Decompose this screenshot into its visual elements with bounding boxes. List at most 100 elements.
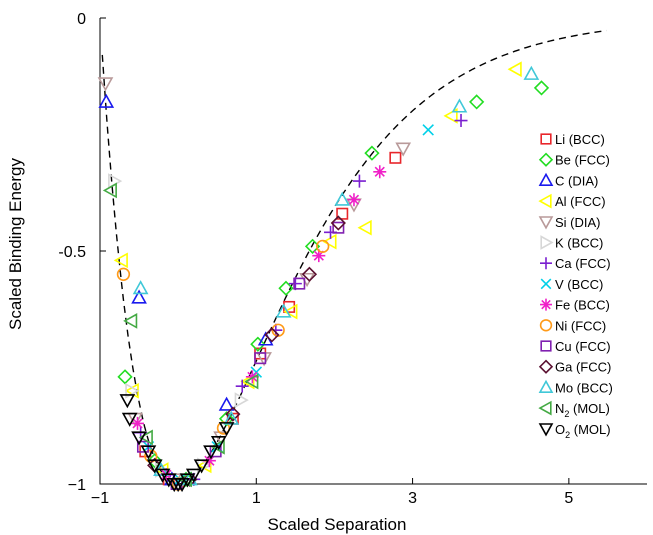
data-point [395, 142, 412, 157]
legend-label: Be (FCC) [555, 153, 610, 168]
legend-item: O2 (MOL) [538, 422, 611, 440]
data-point [454, 114, 468, 128]
series-be-fcc- [117, 80, 550, 487]
data-point [234, 392, 249, 408]
data-point [389, 151, 402, 164]
data-point [97, 77, 114, 92]
data-point [235, 379, 249, 393]
legend-label: V (BCC) [555, 277, 603, 292]
data-point [275, 303, 292, 318]
legend-label: Ni (FCC) [555, 318, 606, 333]
fit-curve [101, 29, 607, 485]
legend-item: C (DIA) [538, 172, 598, 188]
legend-label: Ga (FCC) [555, 360, 611, 375]
data-point [244, 373, 259, 390]
data-point [102, 182, 117, 199]
legend-label: N2 (MOL) [555, 401, 610, 419]
legend-label: Fe (BCC) [555, 298, 610, 313]
data-point [138, 429, 153, 446]
legend-marker [538, 359, 554, 374]
data-point [357, 219, 372, 236]
legend-marker [538, 379, 554, 394]
data-point [301, 266, 318, 282]
data-point [98, 93, 115, 108]
data-point [131, 289, 147, 304]
legend-item: Ga (FCC) [538, 359, 611, 375]
data-point [523, 65, 540, 80]
legend-item: V (BCC) [540, 277, 603, 292]
series-ga-fcc- [147, 215, 346, 487]
legend-item: Al (FCC) [538, 193, 606, 209]
data-point [336, 207, 349, 220]
legend-item: Mo (BCC) [538, 379, 613, 395]
data-point [131, 416, 145, 430]
data-point [146, 459, 163, 474]
data-point [334, 191, 351, 206]
y-tick-label: 0 [77, 11, 86, 28]
data-point [316, 239, 330, 253]
data-point [312, 249, 326, 263]
legend-marker [540, 340, 552, 352]
series-al-fcc- [113, 61, 522, 478]
data-point [113, 252, 128, 269]
x-axis-title: Scaled Separation [268, 515, 407, 534]
legend-marker [538, 193, 552, 209]
data-point [218, 422, 235, 437]
legend-label: Ca (FCC) [555, 256, 611, 271]
x-tick-label: −1 [91, 490, 109, 507]
legend-item: K (BCC) [540, 235, 603, 251]
data-point [330, 215, 346, 231]
data-point [288, 277, 302, 291]
data-point [347, 193, 361, 207]
legend: Li (BCC) Be (FCC) C (DIA) Al (FCC) Si (DIA) K… [538, 132, 613, 440]
data-point [332, 221, 345, 234]
data-point [121, 412, 138, 427]
data-point [117, 369, 133, 385]
legend-label: O2 (MOL) [555, 422, 611, 440]
y-axis-title: Scaled Binding Energy [6, 158, 25, 331]
legend-marker [540, 257, 552, 270]
data-point [451, 98, 468, 113]
data-point [203, 445, 219, 460]
legend-marker [538, 216, 554, 230]
data-point [202, 454, 216, 468]
series-cu-fcc- [136, 221, 345, 490]
data-point [179, 473, 196, 488]
series-ca-fcc- [134, 114, 468, 486]
data-point [422, 124, 434, 136]
legend-item: Fe (BCC) [540, 298, 610, 313]
legend-marker [538, 423, 554, 437]
legend-label: C (DIA) [555, 173, 598, 188]
legend-item: Li (BCC) [540, 132, 605, 147]
data-point [123, 313, 138, 329]
legend-item: Ni (FCC) [539, 318, 606, 333]
x-tick-label: 5 [564, 490, 573, 507]
data-point [293, 277, 306, 290]
data-point [223, 410, 240, 425]
data-point [125, 382, 140, 399]
y-tick-label: -0.5 [58, 244, 86, 261]
data-point [443, 108, 458, 124]
data-point [254, 352, 267, 365]
data-point [210, 438, 225, 455]
data-point [218, 396, 235, 411]
series-c-dia- [98, 93, 274, 486]
legend-label: Cu (FCC) [555, 339, 611, 354]
data-point [140, 445, 157, 460]
data-point [185, 468, 202, 483]
series-fe-bcc- [131, 165, 387, 482]
plot-area: −1 1 3 5 0 -0.5 −1 [58, 11, 647, 507]
x-tick-label: 3 [408, 490, 417, 507]
legend-label: Si (DIA) [555, 215, 601, 230]
data-point [250, 336, 266, 352]
data-point [507, 61, 522, 78]
data-point [352, 174, 366, 188]
data-point [147, 453, 163, 469]
series-k-bcc- [108, 173, 249, 478]
legend-item: N2 (MOL) [538, 400, 610, 419]
data-point [240, 373, 255, 390]
data-point [364, 145, 380, 161]
data-point [131, 431, 147, 446]
legend-item: Cu (FCC) [540, 339, 611, 354]
